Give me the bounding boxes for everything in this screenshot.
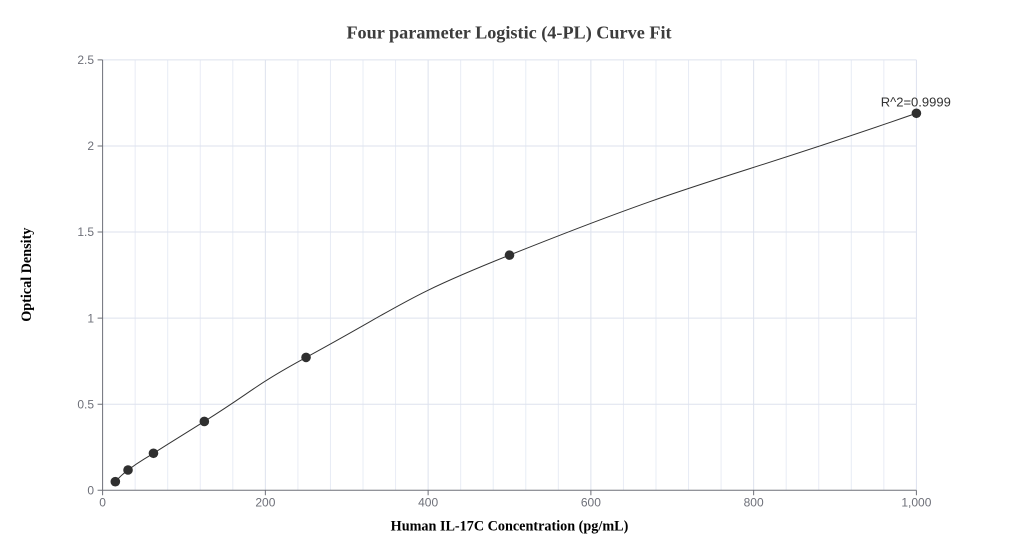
svg-text:1: 1 bbox=[87, 311, 94, 325]
svg-text:2: 2 bbox=[87, 139, 94, 153]
svg-text:0: 0 bbox=[87, 483, 94, 497]
svg-text:1,000: 1,000 bbox=[901, 495, 931, 509]
svg-text:400: 400 bbox=[418, 495, 438, 509]
svg-text:0.5: 0.5 bbox=[77, 397, 94, 411]
svg-text:Human IL-17C Concentration (pg: Human IL-17C Concentration (pg/mL) bbox=[391, 519, 629, 535]
svg-text:800: 800 bbox=[744, 495, 764, 509]
svg-text:2.5: 2.5 bbox=[77, 53, 94, 67]
svg-text:0: 0 bbox=[99, 495, 106, 509]
svg-text:200: 200 bbox=[255, 495, 275, 509]
svg-text:600: 600 bbox=[581, 495, 601, 509]
svg-text:Optical Density: Optical Density bbox=[19, 228, 35, 322]
svg-text:Four parameter Logistic (4-PL): Four parameter Logistic (4-PL) Curve Fit bbox=[346, 23, 671, 44]
svg-text:R^2=0.9999: R^2=0.9999 bbox=[881, 95, 951, 110]
svg-text:1.5: 1.5 bbox=[77, 225, 94, 239]
